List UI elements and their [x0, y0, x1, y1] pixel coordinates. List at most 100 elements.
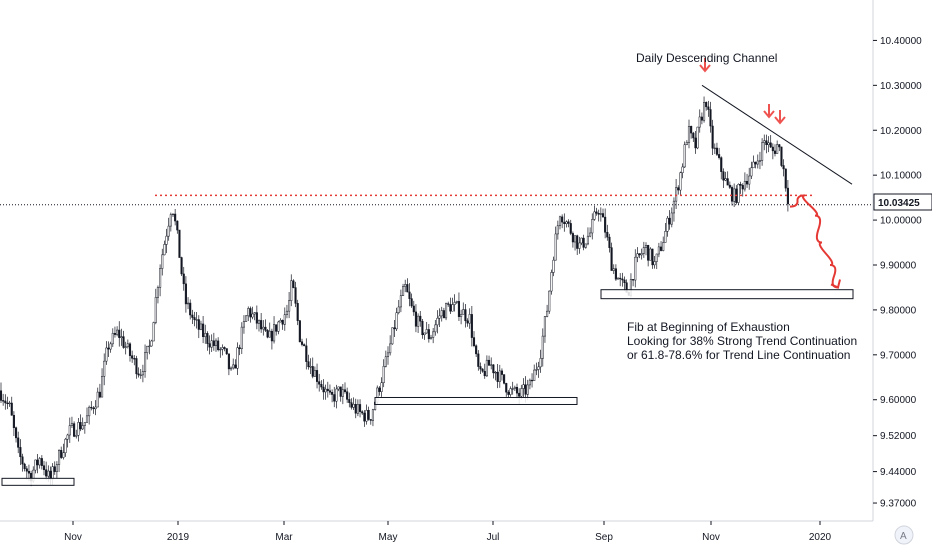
candle-body	[253, 312, 256, 315]
candle-body	[234, 364, 237, 369]
candle-body	[748, 175, 751, 185]
auto-scale-button[interactable]	[894, 525, 914, 545]
projection-arrow	[789, 194, 839, 289]
candle-body	[171, 213, 175, 216]
candle-body	[144, 352, 147, 372]
candle-body	[232, 364, 235, 369]
candle-body	[92, 407, 95, 410]
candle-body	[449, 304, 452, 312]
candle-body	[187, 302, 190, 305]
candle-body	[526, 384, 529, 395]
candle-body	[191, 314, 194, 318]
candle-body	[197, 319, 200, 330]
candle-body	[98, 391, 101, 398]
candle-body	[679, 172, 682, 191]
candle-body	[174, 213, 177, 222]
candle-body	[692, 132, 695, 139]
candle-body	[25, 468, 28, 472]
candle-body	[311, 366, 314, 377]
candle-body	[257, 320, 261, 324]
candle-body	[754, 161, 757, 165]
candle-body	[238, 347, 241, 350]
candle-body	[436, 317, 439, 326]
candle-body	[608, 236, 611, 248]
candle-body	[322, 386, 325, 393]
candle-body	[586, 235, 590, 245]
candle-body	[576, 235, 579, 249]
candle-body	[522, 384, 525, 389]
candle-body	[724, 178, 727, 181]
candle-body	[677, 187, 680, 191]
candle-body	[460, 314, 463, 317]
descending-channel-line	[701, 84, 853, 185]
candle-body	[255, 312, 258, 324]
candle-body	[356, 404, 359, 414]
auto-scale-icon: A	[900, 531, 907, 542]
candle-body	[425, 329, 428, 334]
candle-body	[404, 284, 407, 287]
y-tick-label: 10.30000	[880, 81, 922, 92]
candle-body	[432, 331, 435, 338]
candle-body	[247, 308, 250, 317]
candle-body	[118, 329, 121, 338]
y-axis: 10.40000 10.30000 10.20000 10.10000 10.00000…	[873, 36, 922, 510]
candle-body	[202, 323, 205, 338]
x-tick-label: 2019	[167, 532, 190, 543]
candle-body	[513, 386, 516, 389]
candle-body	[384, 356, 387, 367]
candle-body	[318, 381, 321, 385]
candle-body	[225, 348, 228, 355]
candle-body	[535, 369, 538, 371]
candle-body	[743, 180, 746, 190]
candle-body	[700, 116, 703, 121]
candle-body	[146, 345, 149, 353]
candle-body	[369, 419, 372, 421]
candle-body	[423, 332, 426, 336]
candle-body	[569, 223, 572, 234]
candle-body	[494, 371, 497, 374]
x-tick-label: Nov	[702, 532, 720, 543]
candle-body	[27, 470, 30, 474]
candle-body	[447, 303, 450, 305]
candle-body	[475, 345, 478, 355]
candle-body	[634, 256, 637, 281]
candle-body	[395, 312, 398, 330]
current-price-tag	[873, 193, 932, 211]
x-tick-label: Nov	[64, 532, 82, 543]
y-tick-label: 9.37000	[880, 499, 917, 510]
candle-body	[561, 216, 564, 223]
support-zone-box	[1, 477, 75, 486]
candle-body	[79, 422, 82, 430]
candle-body	[58, 450, 61, 465]
candle-body	[245, 315, 248, 322]
note-line-1: Fib at Beginning of Exhaustion	[627, 320, 790, 334]
candle-body	[477, 353, 480, 367]
candle-body	[141, 371, 144, 376]
candle-body	[683, 144, 686, 168]
candle-body	[122, 336, 125, 348]
candle-body	[554, 233, 557, 261]
candle-body	[10, 402, 13, 416]
candle-body	[176, 220, 179, 231]
candle-body	[636, 253, 639, 258]
candle-body	[324, 388, 327, 393]
note-line-3: or 61.8-78.6% for Trend Line Continuatio…	[627, 348, 850, 362]
candle-body	[165, 235, 168, 245]
candle-body	[453, 302, 456, 305]
peak-arrow-icon	[763, 104, 775, 119]
candle-body	[8, 402, 11, 405]
candle-body	[397, 306, 400, 313]
candle-body	[55, 464, 58, 472]
candle-body	[159, 268, 162, 288]
candle-body	[771, 146, 774, 152]
candle-body	[221, 347, 224, 350]
candle-body	[260, 320, 263, 330]
candle-body	[582, 237, 585, 248]
candle-body	[399, 295, 402, 308]
candle-body	[578, 242, 581, 249]
candle-body	[391, 327, 394, 345]
candle-body	[472, 337, 476, 347]
candle-body	[270, 330, 273, 342]
peak-arrow-icon	[699, 58, 711, 73]
candle-body	[589, 232, 592, 237]
